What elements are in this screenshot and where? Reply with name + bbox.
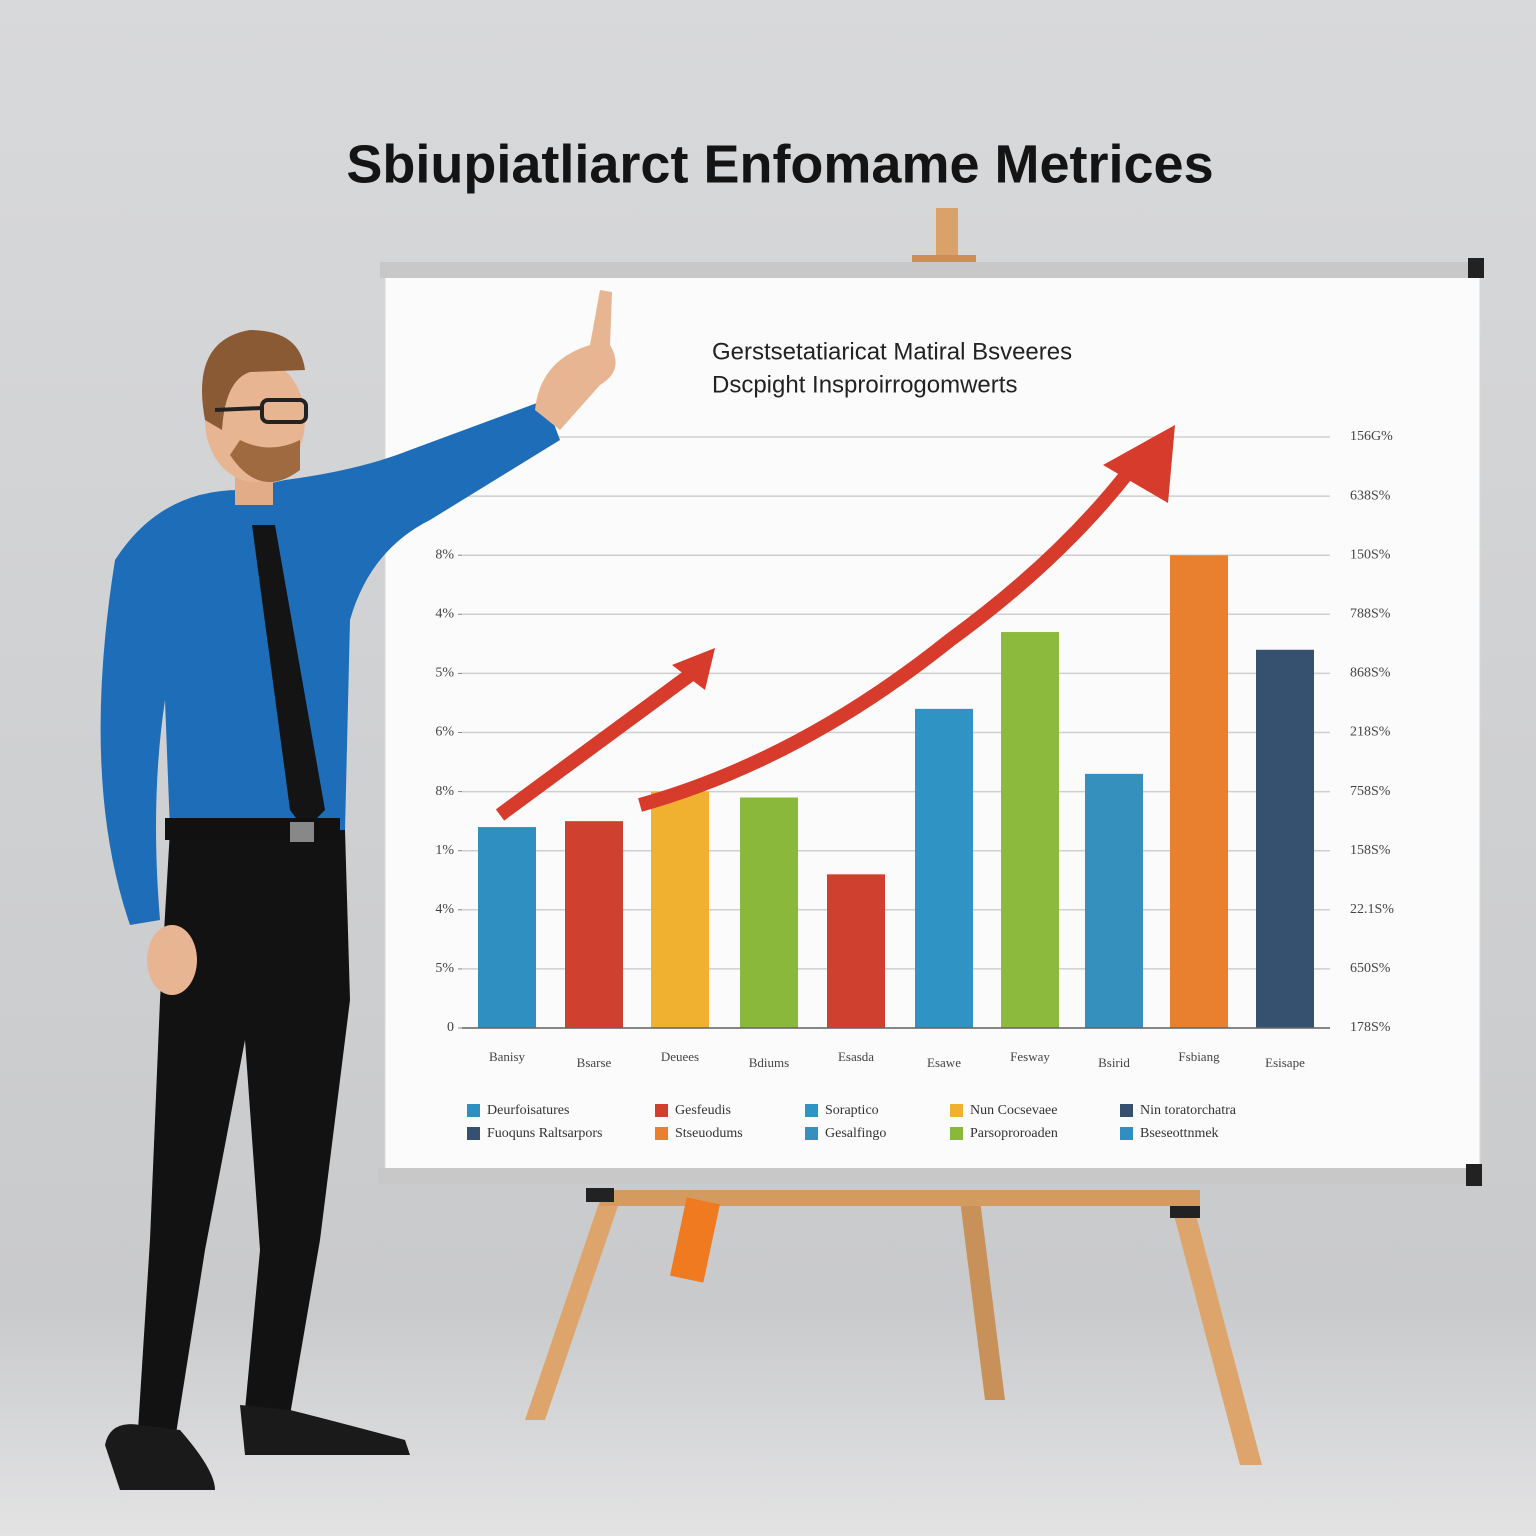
y2-tick-label: 22.1S% [1350, 902, 1394, 917]
bar [651, 791, 709, 1028]
legend-label: Nun Cocsevaee [970, 1103, 1057, 1118]
x-tick-label: Banisy [489, 1049, 526, 1064]
x-tick-label: Bsarse [577, 1055, 612, 1070]
heading: Sbiupiatliarct Enfomame Metrices [346, 134, 1213, 194]
y2-tick-label: 150S% [1350, 547, 1391, 562]
y2-tick-label: 758S% [1350, 784, 1391, 799]
y-tick-label: 8% [435, 784, 454, 799]
legend-swatch [950, 1127, 963, 1140]
legend-label: Bseseottnmek [1140, 1126, 1219, 1141]
bar [827, 874, 885, 1028]
legend-label: Nin toratorchatra [1140, 1103, 1237, 1118]
x-tick-label: Esasda [838, 1049, 874, 1064]
legend-label: Soraptico [825, 1103, 879, 1118]
y2-tick-label: 158S% [1350, 843, 1391, 858]
legend-swatch [467, 1104, 480, 1117]
bar [740, 797, 798, 1028]
legend-swatch [1120, 1104, 1133, 1117]
bar [565, 821, 623, 1028]
legend-label: Fuoquns Raltsarpors [487, 1126, 603, 1141]
legend-swatch [805, 1127, 818, 1140]
y2-tick-label: 638S% [1350, 488, 1391, 503]
y2-tick-label: 156G% [1350, 429, 1393, 444]
y-tick-label: 0 [447, 1020, 454, 1035]
y-tick-label: 4% [435, 607, 454, 622]
legend-label: Gesalfingo [825, 1126, 886, 1141]
y-tick-label: 8% [435, 547, 454, 562]
legend-swatch [655, 1127, 668, 1140]
y2-tick-label: 178S% [1350, 1020, 1391, 1035]
bar [915, 708, 973, 1028]
y-tick-label: 6% [435, 725, 454, 740]
bar [1001, 632, 1059, 1028]
legend-swatch [805, 1104, 818, 1117]
y2-tick-label: 788S% [1350, 607, 1391, 622]
person [100, 290, 616, 1490]
x-tick-label: Esawe [927, 1055, 961, 1070]
y2-tick-label: 868S% [1350, 666, 1391, 681]
x-tick-label: Bsirid [1098, 1055, 1130, 1070]
legend-label: Deurfoisatures [487, 1103, 569, 1118]
bar [478, 827, 536, 1028]
trend-arrows [495, 425, 1175, 821]
y2-tick-label: 650S% [1350, 961, 1391, 976]
x-tick-label: Esisape [1265, 1055, 1305, 1070]
y-tick-label: 4% [435, 902, 454, 917]
chart: 178S% 650S% 22.1S% 158S% 758S% 218S% 868S% 788S… [435, 429, 1394, 1141]
chart-title: Gerstsetatiaricat Matiral Bsveeres [712, 338, 1072, 365]
bar [1170, 555, 1228, 1028]
x-tick-label: Bdiums [749, 1055, 789, 1070]
x-tick-label: Fesway [1010, 1049, 1050, 1064]
legend-label: Parsoproroaden [970, 1126, 1058, 1141]
legend-swatch [655, 1104, 668, 1117]
legend-swatch [950, 1104, 963, 1117]
bar [1256, 649, 1314, 1028]
y2-tick-label: 218S% [1350, 725, 1391, 740]
legend-swatch [1120, 1127, 1133, 1140]
legend-swatch [467, 1127, 480, 1140]
easel [525, 208, 1262, 1465]
x-tick-label: Deuees [661, 1049, 699, 1064]
legend-label: Stseuodums [675, 1126, 743, 1141]
y-tick-label: 1% [435, 843, 454, 858]
y-tick-label: 5% [435, 961, 454, 976]
x-tick-label: Fsbiang [1178, 1049, 1220, 1064]
bar [1085, 773, 1143, 1028]
y-tick-label: 5% [435, 666, 454, 681]
legend-label: Gesfeudis [675, 1103, 731, 1118]
chart-subtitle: Dscpight Insproirrogomwerts [712, 371, 1017, 398]
